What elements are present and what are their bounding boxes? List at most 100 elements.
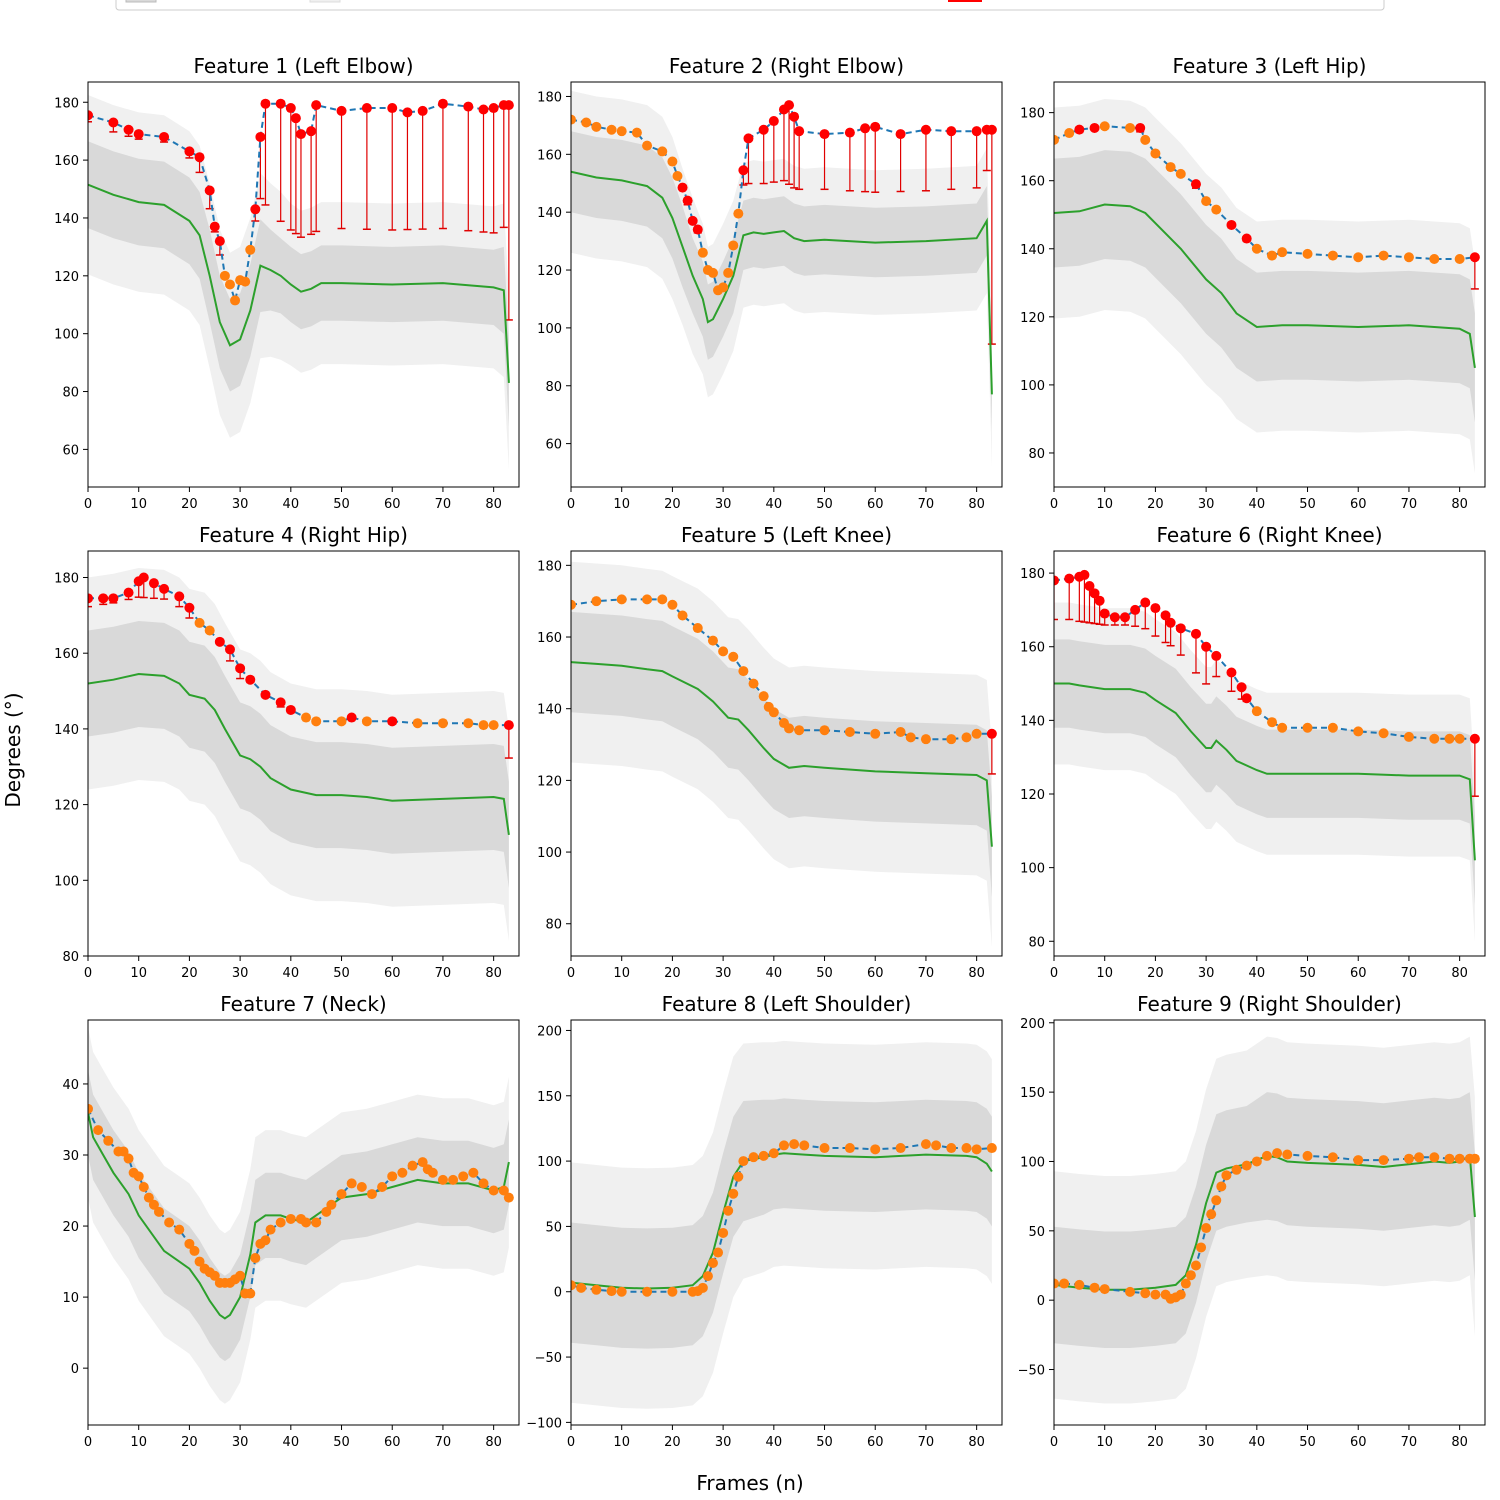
- plot-area-8: [571, 1040, 997, 1409]
- y-tick-label: 120: [54, 270, 79, 285]
- x-tick-label: 30: [232, 966, 249, 981]
- subject-point: [361, 716, 372, 727]
- subject-point: [728, 240, 739, 251]
- subject-point: [321, 1206, 332, 1217]
- subject-point: [138, 572, 149, 583]
- subject-point: [1211, 650, 1222, 661]
- subject-point: [591, 1284, 602, 1295]
- x-tick-label: 40: [283, 1435, 300, 1450]
- subject-point: [285, 1213, 296, 1224]
- subject-point: [93, 1125, 104, 1136]
- x-tick-label: 10: [613, 966, 630, 981]
- subject-point: [458, 1171, 469, 1182]
- subject-point: [1261, 1150, 1272, 1161]
- x-tick-label: 30: [715, 497, 732, 512]
- subject-point: [1094, 595, 1105, 606]
- x-tick-label: 20: [664, 497, 681, 512]
- subject-point: [789, 111, 800, 122]
- x-tick-label: 40: [1249, 966, 1266, 981]
- x-tick-label: 50: [816, 497, 833, 512]
- panel-5: 0 10 20 30 40 50 60 70 80 80 100 120 140 160 180 Featur…: [537, 523, 1003, 981]
- x-tick-label: 30: [1198, 1435, 1215, 1450]
- x-tick-label: 60: [384, 497, 401, 512]
- subject-point: [214, 236, 225, 247]
- subject-point: [784, 100, 795, 111]
- plot-area-4: [88, 568, 514, 941]
- x-tick-label: 70: [435, 497, 452, 512]
- subject-line-2: [571, 103, 992, 292]
- subject-point: [1444, 733, 1455, 744]
- y-tick-label: 180: [54, 96, 79, 111]
- subject-point: [219, 270, 230, 281]
- subject-point: [1302, 722, 1313, 733]
- subject-point: [920, 734, 931, 745]
- x-tick-label: 60: [867, 497, 884, 512]
- subject-point: [1327, 1152, 1338, 1163]
- subject-point: [1079, 569, 1090, 580]
- subject-point: [260, 689, 271, 700]
- subject-point: [1251, 1156, 1262, 1167]
- subject-point: [1378, 728, 1389, 739]
- subject-point: [971, 728, 982, 739]
- x-tick-label: 10: [1096, 966, 1113, 981]
- subject-point: [245, 674, 256, 685]
- subject-point: [311, 100, 322, 111]
- subject-point: [728, 651, 739, 662]
- x-tick-label: 20: [1147, 1435, 1164, 1450]
- subject-point: [1403, 252, 1414, 263]
- subject-point: [250, 204, 261, 215]
- x-tick-label: 80: [968, 1435, 985, 1450]
- mean-line-7: [88, 1112, 510, 1320]
- subject-point: [1064, 573, 1075, 584]
- y-tick-label: 40: [62, 1078, 79, 1093]
- subject-point: [336, 105, 347, 116]
- x-tick-label: 0: [1050, 497, 1058, 512]
- subject-point: [920, 1139, 931, 1150]
- subject-point: [1109, 612, 1120, 623]
- subject-point: [1099, 608, 1110, 619]
- subject-point: [778, 1140, 789, 1151]
- subject-point: [667, 599, 678, 610]
- x-tick-label: 50: [333, 966, 350, 981]
- subject-point: [1140, 597, 1151, 608]
- subject-point: [503, 100, 514, 111]
- subject-point: [571, 114, 576, 125]
- y-tick-label: 120: [537, 774, 562, 789]
- x-tick-label: 20: [181, 497, 198, 512]
- subject-point: [642, 140, 653, 151]
- y-tick-label: 30: [62, 1149, 79, 1164]
- subject-point: [174, 591, 185, 602]
- y-tick-label: 180: [537, 90, 562, 105]
- x-tick-label: 0: [84, 966, 92, 981]
- y-tick-label: 120: [1020, 311, 1045, 326]
- subject-point: [986, 728, 997, 739]
- y-tick-label: 100: [1020, 379, 1045, 394]
- subject-point: [1175, 1289, 1186, 1300]
- subject-point: [1099, 1284, 1110, 1295]
- subject-point: [427, 1167, 438, 1178]
- subject-point: [235, 1270, 246, 1281]
- subject-point: [285, 704, 296, 715]
- subject-point: [204, 625, 215, 636]
- subject-line-6: [1054, 573, 1475, 740]
- subject-point: [1469, 252, 1480, 263]
- subject-point: [290, 113, 301, 124]
- subject-point: [143, 1192, 154, 1203]
- subject-point: [336, 1189, 347, 1200]
- subject-point: [336, 716, 347, 727]
- subject-point: [768, 1148, 779, 1159]
- subject-point: [723, 267, 734, 278]
- subject-point: [707, 635, 718, 646]
- x-tick-label: 40: [283, 497, 300, 512]
- subject-point: [1206, 1209, 1217, 1220]
- y-tick-label: 100: [54, 874, 79, 889]
- subject-point: [1353, 252, 1364, 263]
- subject-point: [224, 644, 235, 655]
- subject-point: [1241, 1160, 1252, 1171]
- subject-point: [412, 718, 423, 729]
- subject-point: [214, 636, 225, 647]
- subject-point: [718, 646, 729, 657]
- axes-frame-4: [87, 550, 520, 957]
- x-tick-label: 20: [664, 1435, 681, 1450]
- subject-point: [1089, 122, 1100, 133]
